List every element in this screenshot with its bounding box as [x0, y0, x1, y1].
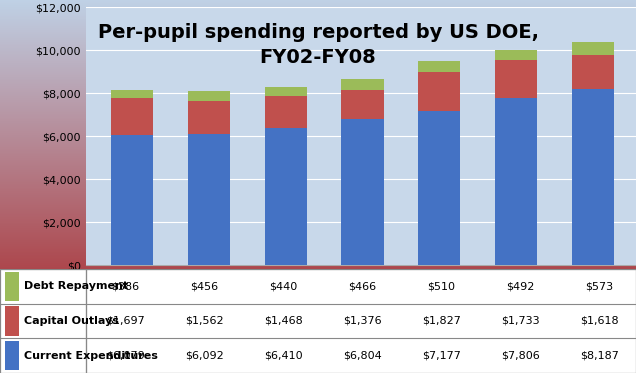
Text: $573: $573: [586, 281, 614, 291]
Bar: [111, 98, 153, 135]
Text: $1,376: $1,376: [343, 316, 382, 326]
Text: $1,468: $1,468: [264, 316, 303, 326]
Bar: [265, 96, 307, 128]
Text: $6,079: $6,079: [106, 351, 145, 361]
Text: $466: $466: [349, 281, 377, 291]
Text: $456: $456: [190, 281, 219, 291]
Bar: [111, 90, 153, 98]
Bar: [188, 101, 230, 134]
Bar: [495, 98, 537, 265]
Text: Debt Repayment: Debt Repayment: [24, 281, 128, 291]
Bar: [418, 111, 460, 265]
Text: $1,827: $1,827: [422, 316, 461, 326]
Text: $492: $492: [506, 281, 535, 291]
Bar: [572, 90, 614, 265]
Text: $510: $510: [427, 281, 455, 291]
Text: $1,733: $1,733: [501, 316, 540, 326]
Bar: [342, 90, 384, 119]
Bar: [188, 91, 230, 101]
Bar: [572, 42, 614, 54]
Bar: [111, 135, 153, 265]
Text: $7,806: $7,806: [501, 351, 540, 361]
Text: Current Expenditures: Current Expenditures: [24, 351, 158, 361]
Text: Per-pupil spending reported by US DOE,
FY02-FY08: Per-pupil spending reported by US DOE, F…: [97, 23, 539, 67]
Text: $6,410: $6,410: [264, 351, 303, 361]
Bar: [495, 50, 537, 60]
Bar: [265, 128, 307, 265]
Text: Capital Outlays: Capital Outlays: [24, 316, 119, 326]
Text: $1,562: $1,562: [185, 316, 224, 326]
Bar: [188, 134, 230, 265]
Text: $6,092: $6,092: [185, 351, 224, 361]
Text: $7,177: $7,177: [422, 351, 461, 361]
Text: $386: $386: [111, 281, 139, 291]
Bar: [342, 79, 384, 90]
Bar: [572, 54, 614, 90]
Bar: [418, 61, 460, 72]
Bar: [342, 119, 384, 265]
Bar: [495, 60, 537, 98]
Bar: [418, 72, 460, 111]
Bar: [265, 87, 307, 96]
Bar: [5, 272, 19, 301]
Text: $1,697: $1,697: [106, 316, 145, 326]
Text: $8,187: $8,187: [580, 351, 619, 361]
Text: $1,618: $1,618: [580, 316, 619, 326]
Text: $6,804: $6,804: [343, 351, 382, 361]
Bar: [5, 341, 19, 370]
Bar: [5, 306, 19, 336]
Text: $440: $440: [270, 281, 298, 291]
